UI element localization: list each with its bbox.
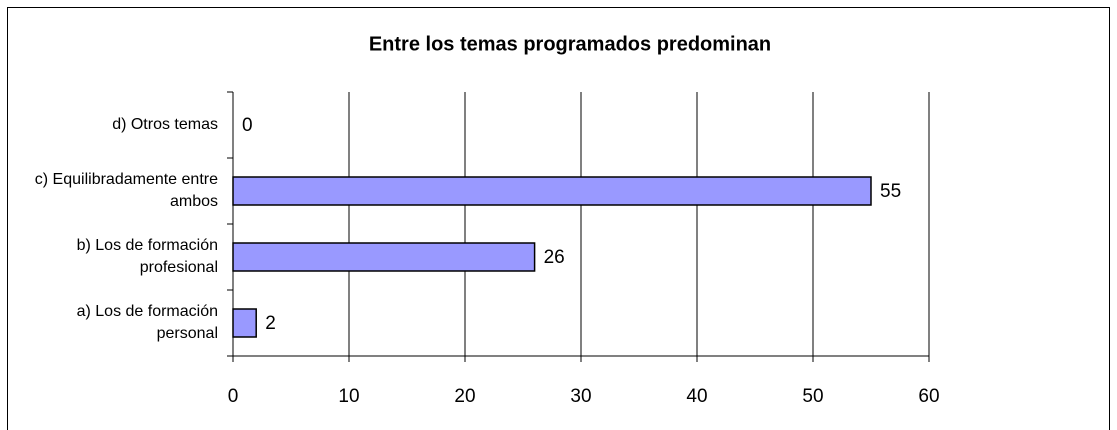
value-label: 0 bbox=[242, 115, 253, 136]
value-label: 55 bbox=[880, 181, 901, 202]
y-tick-label: c) Equilibradamente entre ambos bbox=[34, 171, 218, 210]
x-tick-label: 30 bbox=[570, 386, 591, 407]
bar bbox=[232, 176, 872, 206]
value-label: 2 bbox=[265, 313, 276, 334]
chart-frame bbox=[7, 7, 1110, 430]
y-tick-label: d) Otros temas bbox=[112, 116, 218, 133]
x-tick-label: 10 bbox=[338, 386, 359, 407]
x-tick-label: 40 bbox=[686, 386, 707, 407]
bar bbox=[232, 308, 257, 338]
x-tick-label: 20 bbox=[454, 386, 475, 407]
y-tick-label: a) Los de formación personal bbox=[76, 303, 218, 342]
value-label: 26 bbox=[544, 247, 565, 268]
y-tick-label: b) Los de formación profesional bbox=[76, 237, 218, 276]
chart-title: Entre los temas programados predominan bbox=[369, 33, 771, 55]
x-tick-label: 60 bbox=[918, 386, 939, 407]
x-tick-label: 0 bbox=[228, 386, 239, 407]
x-tick-label: 50 bbox=[802, 386, 823, 407]
bar bbox=[232, 242, 536, 272]
